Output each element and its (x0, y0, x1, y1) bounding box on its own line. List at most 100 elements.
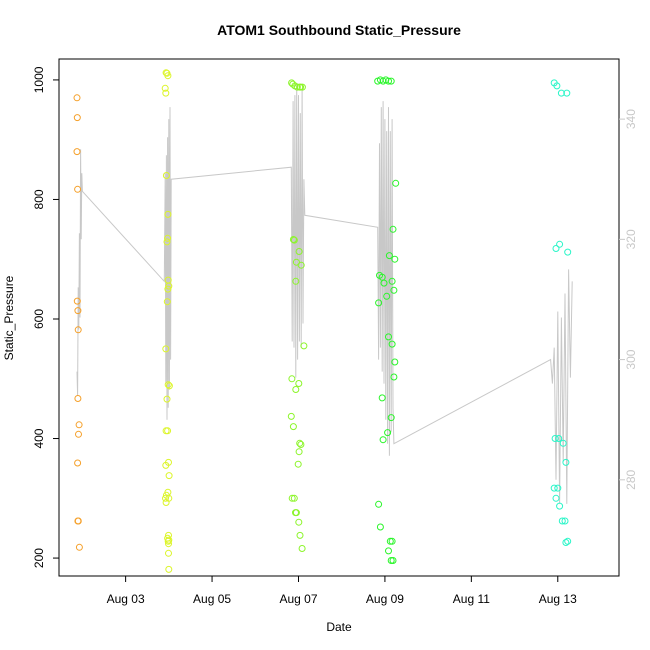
y2-axis: 280 300 320 340 (619, 109, 638, 490)
data-point-s1-10 (165, 282, 173, 290)
data-point-s1-25 (162, 494, 169, 502)
data-point-s2-18 (289, 423, 297, 431)
data-point-s4-8 (555, 435, 563, 442)
data-point-s2-12 (292, 277, 300, 285)
data-point-s2-14 (288, 375, 296, 383)
data-point-s4-15 (558, 517, 566, 525)
data-point-s1-16 (163, 395, 171, 403)
data-point-s3-13 (390, 286, 398, 294)
data-point-s0-10 (74, 459, 82, 467)
data-point-s0-2 (73, 148, 81, 156)
data-point-s1-18 (162, 427, 170, 435)
data-point-s1-2 (164, 72, 172, 80)
data-point-s0-7 (74, 395, 82, 402)
data-point-s1-6 (164, 210, 172, 218)
data-point-s1-21 (165, 472, 173, 480)
data-point-s0-4 (73, 297, 81, 305)
y-tick-label-4: 1000 (32, 66, 46, 93)
y-tick-label-2: 600 (32, 309, 46, 329)
data-point-s2-8 (290, 236, 298, 244)
data-point-s1-3 (161, 84, 169, 92)
data-point-s3-5 (387, 77, 395, 85)
data-point-s3-23 (375, 500, 383, 508)
data-point-s3-7 (389, 225, 397, 233)
data-point-s0-14 (75, 543, 83, 551)
data-point-s2-11 (297, 261, 305, 269)
data-point-s3-12 (388, 277, 396, 285)
data-point-s2-13 (300, 342, 308, 350)
data-point-s4-18 (562, 539, 570, 546)
data-point-s3-19 (388, 340, 396, 348)
data-point-s1-4 (162, 89, 170, 97)
data-point-s2-19 (296, 439, 304, 447)
data-point-s4-5 (556, 240, 564, 248)
x-tick-label-5: Aug 13 (539, 592, 577, 606)
y-tick-label-1: 400 (32, 428, 46, 448)
data-point-s0-8 (75, 421, 83, 429)
x-axis-label: Date (326, 620, 352, 634)
data-point-s3-4 (385, 77, 392, 85)
data-point-s1-15 (165, 382, 173, 390)
data-point-s3-25 (384, 429, 392, 437)
x-tick-label-1: Aug 05 (193, 592, 231, 606)
data-point-s4-14 (556, 502, 564, 510)
data-point-s3-26 (379, 436, 387, 444)
data-point-s3-10 (385, 252, 393, 260)
data-point-s3-15 (380, 279, 388, 287)
data-point-s3-28 (388, 537, 396, 545)
points-layer (73, 69, 572, 573)
data-point-s1-14 (164, 381, 172, 389)
data-point-s3-20 (390, 373, 398, 381)
data-point-s3-14 (375, 299, 383, 307)
x-tick-label-0: Aug 03 (107, 592, 145, 606)
data-point-s2-29 (298, 545, 306, 552)
data-point-s3-21 (378, 394, 386, 402)
data-point-s3-29 (385, 547, 392, 555)
data-point-s2-15 (295, 380, 303, 387)
data-point-s4-2 (557, 89, 565, 97)
data-point-s3-17 (391, 358, 399, 366)
data-point-s4-7 (551, 435, 559, 442)
data-point-s2-24 (290, 494, 298, 502)
data-point-s4-16 (561, 517, 569, 525)
data-point-s0-5 (74, 307, 82, 315)
data-point-s3-6 (392, 179, 400, 187)
data-point-s2-3 (293, 83, 301, 91)
plot-frame (58, 58, 620, 577)
data-point-s4-12 (554, 484, 562, 492)
data-point-s2-20 (297, 441, 305, 448)
data-point-s1-11 (164, 285, 172, 293)
data-point-s2-22 (294, 460, 302, 468)
x-tick-label-2: Aug 07 (279, 592, 317, 606)
data-point-s2-9 (295, 248, 303, 255)
data-point-s1-32 (165, 549, 172, 557)
y2-tick-label-0: 280 (624, 469, 638, 489)
data-point-s2-6 (298, 83, 306, 91)
data-point-s3-24 (376, 523, 384, 531)
data-point-s4-3 (563, 89, 571, 97)
data-point-s1-20 (162, 461, 170, 469)
y2-tick-label-3: 340 (624, 109, 638, 129)
data-point-s1-31 (165, 540, 172, 548)
y-tick-label-3: 800 (32, 189, 46, 209)
chart-title: ATOM1 Southbound Static_Pressure (217, 22, 461, 38)
data-point-s3-31 (389, 557, 397, 564)
data-point-s0-6 (74, 326, 82, 334)
data-point-s2-21 (295, 448, 303, 456)
data-point-s0-1 (73, 114, 81, 122)
data-point-s0-9 (75, 430, 82, 438)
data-point-s1-30 (164, 537, 172, 545)
y2-tick-label-1: 300 (624, 349, 638, 369)
data-point-s4-13 (552, 494, 560, 502)
data-point-s1-8 (163, 238, 171, 246)
data-point-s4-9 (559, 439, 567, 447)
y-tick-label-0: 200 (32, 548, 46, 568)
data-point-s2-27 (295, 518, 303, 526)
data-point-s1-13 (162, 345, 170, 353)
data-point-s3-11 (391, 255, 399, 263)
data-point-s1-26 (162, 499, 170, 506)
y-axis: 200 400 600 800 1000 (32, 66, 59, 568)
data-point-s3-16 (383, 292, 391, 300)
